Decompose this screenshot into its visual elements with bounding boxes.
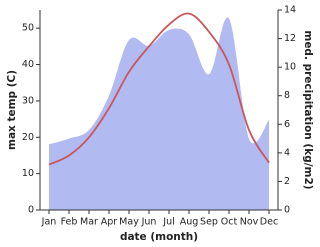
y-tick-label: 30 [22, 95, 34, 106]
y2-tick-label: 14 [284, 5, 296, 16]
y-tick-label: 20 [22, 132, 34, 143]
y-tick-label: 0 [28, 205, 34, 216]
y-tick-label: 50 [22, 23, 34, 34]
y2-tick-label: 4 [284, 147, 290, 158]
y-tick-label: 40 [22, 59, 34, 70]
x-tick-label: Apr [101, 217, 118, 228]
y2-tick-label: 2 [284, 176, 290, 187]
x-axis-label: date (month) [120, 231, 198, 243]
x-tick-label: Aug [180, 217, 199, 228]
temperature-line [48, 12, 270, 166]
precipitation-area [49, 17, 269, 210]
x-tick-label: Dec [260, 217, 278, 228]
y2-tick-label: 12 [284, 33, 296, 44]
x-tick-label: Jun [141, 217, 157, 228]
y-tick-label: 10 [22, 168, 34, 179]
x-tick-label: Sep [200, 217, 218, 228]
y2-axis-label: med. precipitation (kg/m2) [302, 30, 314, 189]
x-tick-label: Jul [162, 217, 174, 228]
y-axis-label: max temp (C) [6, 70, 18, 150]
x-tick-label: May [119, 217, 139, 228]
x-tick-label: Jan [41, 217, 57, 228]
y2-tick-label: 10 [284, 62, 296, 73]
x-tick-label: Feb [61, 217, 78, 228]
y2-tick-label: 8 [284, 90, 290, 101]
x-tick-label: Oct [221, 217, 238, 228]
x-tick-label: Mar [80, 217, 98, 228]
y2-tick-label: 6 [284, 119, 290, 130]
x-tick-label: Nov [240, 217, 259, 228]
y2-tick-label: 0 [284, 205, 290, 216]
